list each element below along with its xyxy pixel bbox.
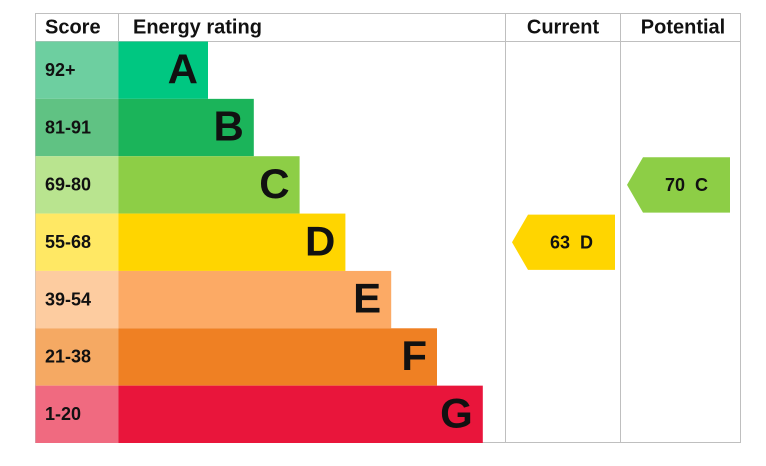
band-letter: G (440, 389, 473, 436)
band-letter: A (168, 45, 198, 92)
score-cell (35, 385, 119, 443)
potential-label: 70 C (665, 175, 708, 195)
current-value: 63 (550, 232, 570, 252)
score-cell (35, 328, 119, 386)
current-arrow (512, 214, 615, 270)
band-score: 39-54 (45, 289, 91, 309)
band-bar (118, 98, 254, 157)
band-bar (118, 41, 208, 99)
header-current: Current (527, 16, 600, 38)
band-score: 55-68 (45, 232, 91, 252)
header-potential: Potential (641, 16, 725, 38)
score-cell (35, 41, 119, 99)
potential-arrow (627, 157, 730, 213)
band-bar (118, 270, 392, 329)
score-cell (35, 213, 119, 271)
band-letter: B (213, 103, 243, 150)
current-label: 63 D (550, 232, 593, 252)
band-score: 21-38 (45, 347, 91, 367)
current-letter: D (580, 232, 593, 252)
band-letter: E (353, 275, 381, 322)
score-cell (35, 156, 119, 214)
band-bar (118, 156, 300, 214)
band-score: 69-80 (45, 175, 91, 195)
score-cell (35, 98, 119, 157)
band-letter: C (259, 160, 289, 207)
band-letter: D (305, 217, 335, 264)
band-bar (118, 328, 437, 386)
potential-value: 70 (665, 175, 685, 195)
header-rating: Energy rating (133, 16, 262, 38)
score-cell (35, 270, 119, 329)
band-letter: F (401, 332, 427, 379)
band-bar (118, 213, 346, 271)
band-score: 92+ (45, 60, 76, 80)
band-score: 81-91 (45, 117, 91, 137)
band-score: 1-20 (45, 404, 81, 424)
potential-letter: C (695, 175, 708, 195)
band-bar (118, 385, 483, 443)
header-score: Score (45, 16, 101, 38)
